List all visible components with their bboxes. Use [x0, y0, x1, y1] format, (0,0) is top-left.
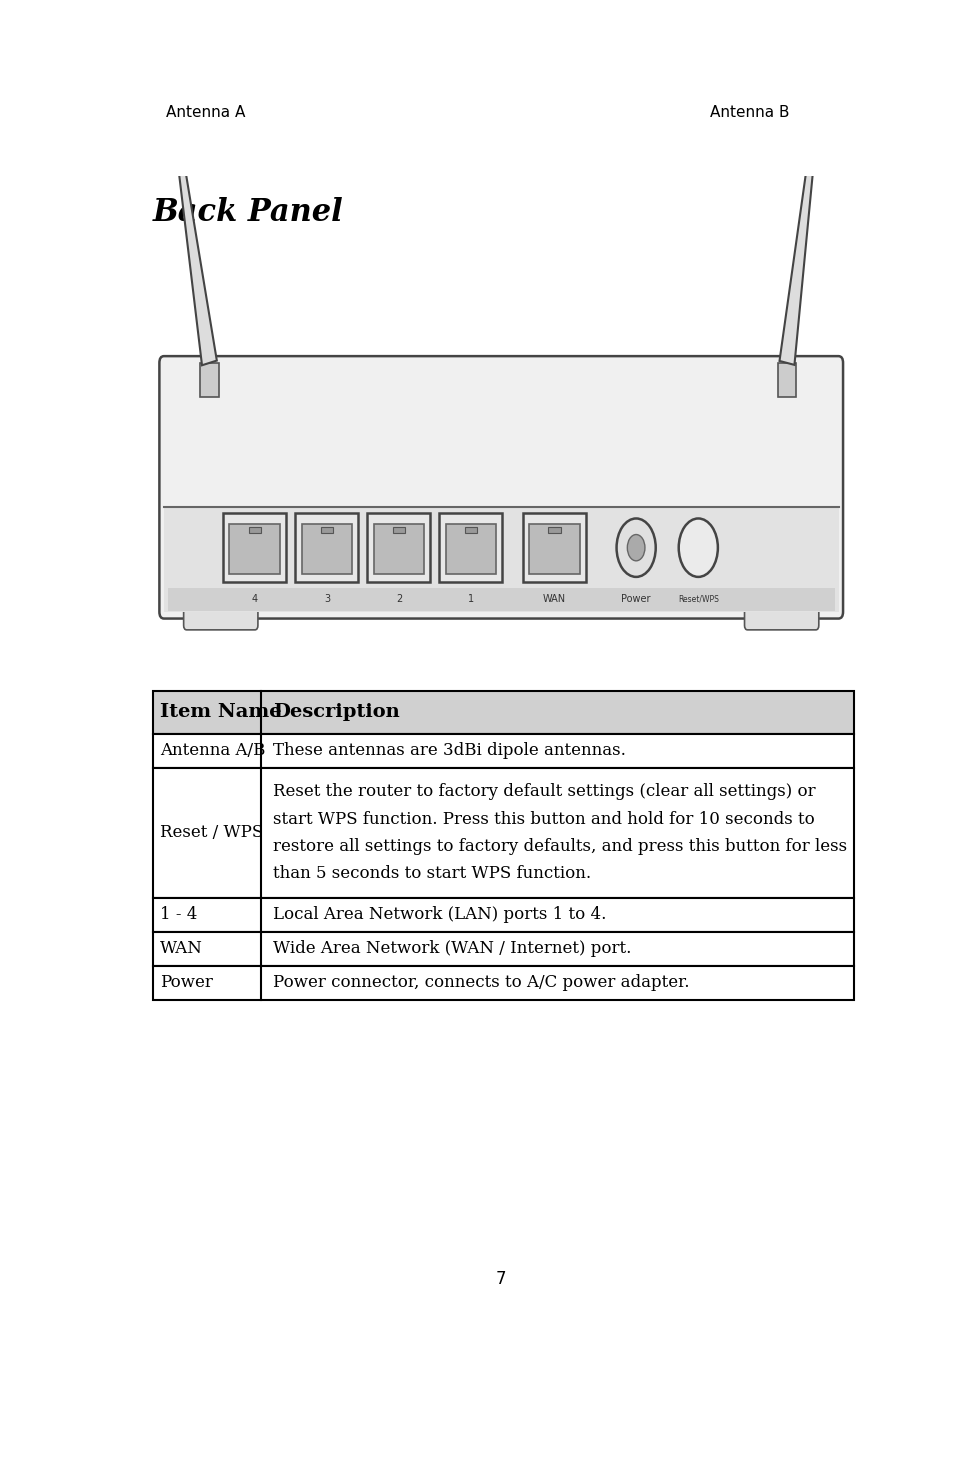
Bar — [464, 527, 477, 533]
Bar — [392, 527, 404, 533]
Bar — [367, 513, 430, 583]
Text: 4: 4 — [251, 595, 258, 604]
Text: Item Name: Item Name — [160, 704, 281, 721]
Text: WAN: WAN — [160, 940, 203, 958]
Bar — [523, 513, 585, 583]
Bar — [547, 527, 560, 533]
Bar — [320, 527, 333, 533]
Circle shape — [678, 519, 717, 577]
FancyBboxPatch shape — [159, 355, 842, 618]
Text: 1 - 4: 1 - 4 — [160, 906, 197, 924]
Text: 7: 7 — [495, 1271, 506, 1288]
Bar — [301, 524, 352, 574]
Bar — [295, 513, 358, 583]
Polygon shape — [175, 141, 217, 366]
FancyBboxPatch shape — [184, 602, 258, 630]
Circle shape — [626, 535, 644, 561]
Text: 2: 2 — [396, 595, 402, 604]
Text: 1: 1 — [467, 595, 474, 604]
Bar — [777, 363, 795, 397]
Text: Power connector, connects to A/C power adapter.: Power connector, connects to A/C power a… — [273, 974, 689, 992]
Text: Antenna A: Antenna A — [166, 104, 245, 119]
Bar — [230, 524, 280, 574]
Text: Antenna A/B: Antenna A/B — [160, 742, 265, 759]
Text: Reset / WPS: Reset / WPS — [160, 824, 263, 842]
Text: Reset the router to factory default settings (clear all settings) or: Reset the router to factory default sett… — [273, 783, 815, 801]
Text: WAN: WAN — [542, 595, 566, 604]
Bar — [168, 588, 833, 611]
Polygon shape — [779, 140, 815, 364]
Text: restore all settings to factory defaults, and press this button for less: restore all settings to factory defaults… — [273, 837, 846, 855]
Bar — [439, 513, 502, 583]
Bar — [152, 690, 853, 734]
Bar — [152, 768, 853, 898]
Bar — [223, 513, 286, 583]
Text: Antenna B: Antenna B — [709, 104, 788, 119]
Bar — [152, 734, 853, 768]
Text: than 5 seconds to start WPS function.: than 5 seconds to start WPS function. — [273, 865, 590, 883]
Text: Power: Power — [620, 595, 651, 604]
Bar — [373, 524, 424, 574]
Circle shape — [616, 519, 655, 577]
Text: start WPS function. Press this button and hold for 10 seconds to: start WPS function. Press this button an… — [273, 811, 814, 827]
Bar — [248, 527, 261, 533]
Bar — [529, 524, 579, 574]
Bar — [152, 898, 853, 931]
Text: These antennas are 3dBi dipole antennas.: These antennas are 3dBi dipole antennas. — [273, 742, 625, 759]
Bar — [446, 524, 495, 574]
Text: Back Panel: Back Panel — [152, 197, 343, 228]
Text: Local Area Network (LAN) ports 1 to 4.: Local Area Network (LAN) ports 1 to 4. — [273, 906, 606, 924]
Bar — [200, 363, 218, 397]
Text: Description: Description — [273, 704, 399, 721]
Bar — [152, 931, 853, 965]
Bar — [152, 965, 853, 1000]
Bar — [164, 507, 837, 611]
Text: Reset/WPS: Reset/WPS — [677, 595, 718, 604]
Text: Wide Area Network (WAN / Internet) port.: Wide Area Network (WAN / Internet) port. — [273, 940, 630, 958]
Text: 3: 3 — [323, 595, 329, 604]
Text: Power: Power — [160, 974, 213, 992]
FancyBboxPatch shape — [743, 602, 818, 630]
